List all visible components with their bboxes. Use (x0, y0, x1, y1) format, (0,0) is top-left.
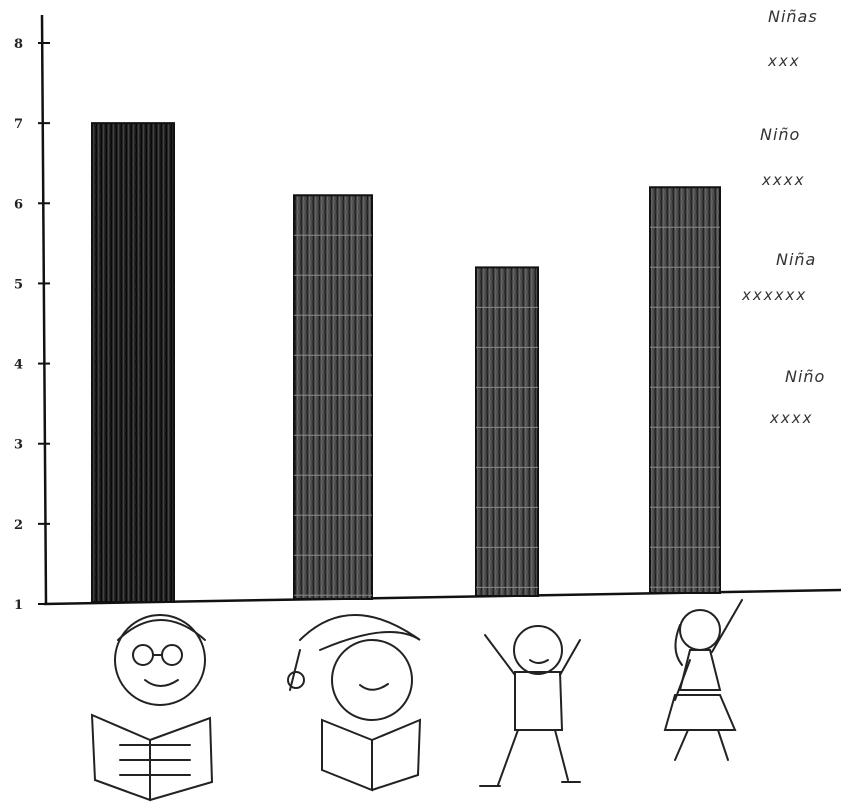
legend-label: Niñas (768, 7, 818, 26)
legend-tally: xxx (767, 52, 801, 70)
legend-label: Niño (760, 125, 800, 144)
bar-boy-reading-glasses (91, 122, 175, 604)
y-tick-label: 5 (14, 277, 23, 292)
legend-label: Niño (785, 367, 825, 386)
y-ticks: 1 2 3 4 5 6 7 8 (14, 37, 50, 613)
legend-tally: xxxx (761, 171, 806, 189)
boy-arms-up-icon (479, 625, 581, 787)
legend-label: Niña (776, 250, 816, 269)
y-tick-label: 1 (14, 598, 23, 613)
girl-reading-hat-icon (287, 614, 422, 792)
bars (91, 122, 721, 604)
legend: Niñas xxx Niño xxxx Niña xxxxxx Niño xxxx (741, 7, 825, 427)
y-axis (40, 14, 48, 605)
girl-arms-up-icon (663, 599, 743, 761)
bar-girl-arms-up (649, 186, 721, 594)
boy-reading-glasses-icon (90, 614, 214, 802)
y-tick-label: 3 (14, 438, 23, 453)
y-tick-label: 4 (14, 358, 23, 373)
y-tick-label: 8 (14, 37, 23, 52)
legend-tally: xxxxxx (741, 286, 807, 304)
y-tick-label: 2 (14, 518, 23, 533)
y-tick-label: 7 (14, 117, 23, 132)
bar-girl-reading-hat (293, 194, 373, 600)
y-tick-label: 6 (14, 197, 23, 212)
bar-boy-arms-up (475, 266, 539, 597)
legend-tally: xxxx (769, 409, 814, 427)
